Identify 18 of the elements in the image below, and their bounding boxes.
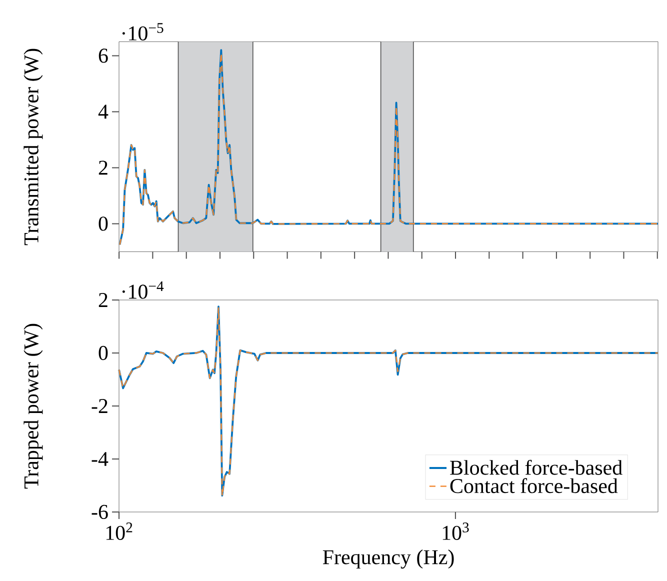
y-tick-label: 2 bbox=[98, 160, 108, 175]
x-tick-label: 10$^{2}$ bbox=[106, 522, 132, 540]
x-tick-label: 10$^{3}$ bbox=[442, 522, 469, 540]
y-tick-label: -4 bbox=[92, 452, 108, 466]
y-tick-label: 0 bbox=[98, 216, 108, 231]
y-tick-label: -6 bbox=[92, 504, 108, 520]
y-tick-label: 6 bbox=[98, 48, 108, 63]
y-tick-label: 4 bbox=[98, 104, 108, 119]
text: ·10$^{−5}$ bbox=[122, 23, 164, 40]
x-axis-title: Frequency (Hz) bbox=[322, 550, 454, 569]
y-axis-title: Transmitted power (W) bbox=[24, 48, 43, 246]
y-tick-label: 0 bbox=[98, 346, 108, 360]
y-tick-label: -2 bbox=[92, 399, 108, 413]
text: ·10$^{−4}$ bbox=[122, 281, 164, 299]
legend-label: Blocked force-based bbox=[450, 460, 622, 475]
y-tick-label: 2 bbox=[98, 293, 108, 307]
y-axis-title: Trapped power (W) bbox=[24, 324, 43, 489]
legend-label: Contact force-based bbox=[450, 478, 618, 494]
